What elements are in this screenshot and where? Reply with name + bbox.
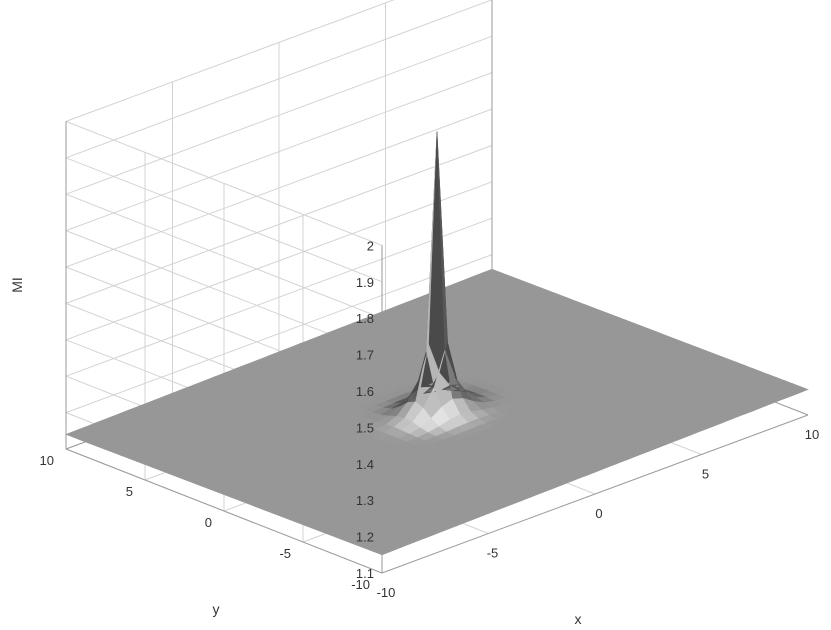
z-tick-label: 1.8 <box>356 311 374 326</box>
x-axis-title: x <box>575 611 582 627</box>
x-tick-label: 5 <box>702 467 709 482</box>
y-tick-label: -5 <box>279 546 291 561</box>
y-tick-label: 10 <box>40 453 54 468</box>
z-tick-label: 2 <box>367 238 374 253</box>
x-tick-label: 10 <box>805 427 819 442</box>
frame-edge <box>65 448 383 574</box>
z-tick-label: 1.2 <box>356 530 374 545</box>
y-axis-title: y <box>213 601 220 617</box>
axis-tick-labels: 1.1 1.2 1.3 1.4 1.5 1.6 1.7 1.8 1.9 2 -10 -5 0 5 10 -10… <box>40 238 820 600</box>
surface-mesh <box>65 131 809 556</box>
x-tick-label: -10 <box>377 585 396 600</box>
x-tick-label: -5 <box>487 546 499 561</box>
z-tick-label: 1.3 <box>356 493 374 508</box>
z-axis-title: MI <box>9 277 25 293</box>
z-tick-label: 1.4 <box>356 457 374 472</box>
z-tick-label: 1.9 <box>356 275 374 290</box>
z-tick-label: 1.7 <box>356 348 374 363</box>
z-tick-label: 1.6 <box>356 384 374 399</box>
y-tick-label: 5 <box>126 484 133 499</box>
y-tick-label: 0 <box>205 515 212 530</box>
surface-patch <box>788 386 809 395</box>
x-tick-label: 0 <box>595 506 602 521</box>
z-tick-label: 1.5 <box>356 420 374 435</box>
y-tick-label: -10 <box>351 577 370 592</box>
z-tick-label: 1.1 <box>356 566 374 581</box>
frame-edge <box>381 414 809 574</box>
